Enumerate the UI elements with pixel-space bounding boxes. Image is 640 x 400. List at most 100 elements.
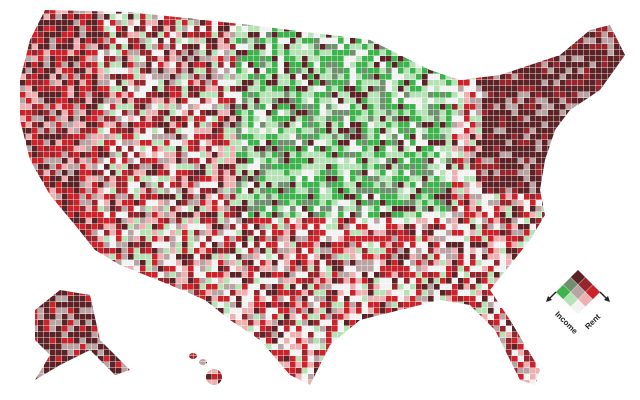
county [434, 164, 440, 170]
county [254, 50, 260, 56]
county [500, 68, 506, 74]
county [344, 134, 350, 140]
county [392, 122, 398, 128]
county [320, 110, 326, 116]
county [578, 212, 584, 218]
county [476, 32, 482, 38]
county [500, 242, 506, 248]
county [50, 140, 56, 146]
county [356, 254, 362, 260]
county [440, 170, 446, 176]
county [614, 152, 620, 158]
county [386, 86, 392, 92]
county [74, 254, 80, 260]
county [356, 290, 362, 296]
county [404, 74, 410, 80]
county [266, 182, 272, 188]
county [140, 10, 146, 14]
county [206, 230, 212, 236]
county [374, 182, 380, 188]
county [560, 116, 566, 122]
county [548, 278, 554, 284]
county [518, 290, 524, 296]
county [362, 158, 368, 164]
county [350, 44, 356, 50]
county [350, 140, 356, 146]
county [608, 284, 614, 290]
county [50, 260, 56, 266]
county [572, 146, 578, 152]
county [92, 56, 98, 62]
county [254, 188, 260, 194]
county [590, 236, 596, 242]
county [260, 248, 266, 254]
county [488, 278, 494, 284]
county [326, 10, 332, 14]
county [152, 44, 158, 50]
county [74, 170, 80, 176]
county [272, 218, 278, 224]
county [74, 278, 80, 284]
county [368, 290, 374, 296]
county [236, 248, 242, 254]
county [122, 158, 128, 164]
county [332, 146, 338, 152]
county [356, 224, 362, 230]
county [92, 266, 98, 272]
county [158, 14, 164, 20]
county [80, 38, 86, 44]
county [620, 236, 625, 242]
county [362, 44, 368, 50]
county [398, 170, 404, 176]
county [344, 128, 350, 134]
county [128, 296, 134, 302]
county [512, 266, 518, 272]
county [452, 200, 458, 206]
county [152, 10, 158, 14]
county [116, 14, 122, 20]
county [152, 224, 158, 230]
county [590, 86, 596, 92]
county [536, 266, 542, 272]
county [446, 68, 452, 74]
county [98, 260, 104, 266]
county [86, 50, 92, 56]
county [80, 140, 86, 146]
county [80, 248, 86, 254]
county [512, 146, 518, 152]
county [446, 158, 452, 164]
county [134, 200, 140, 206]
county [362, 38, 368, 44]
county [380, 272, 386, 278]
county [410, 68, 416, 74]
county [350, 266, 356, 272]
county [68, 74, 74, 80]
county [428, 26, 434, 32]
county [104, 266, 110, 272]
county [404, 188, 410, 194]
county [146, 38, 152, 44]
county [68, 44, 74, 50]
county [74, 188, 80, 194]
county [278, 104, 284, 110]
county [308, 290, 314, 296]
county [374, 20, 380, 26]
county [422, 236, 428, 242]
county [182, 80, 188, 86]
county [350, 218, 356, 224]
county [26, 104, 32, 110]
county [266, 140, 272, 146]
county [440, 260, 446, 266]
county [428, 110, 434, 116]
county [128, 176, 134, 182]
county [620, 134, 625, 140]
county [50, 20, 56, 26]
county [290, 290, 296, 296]
county [524, 50, 530, 56]
county [530, 128, 536, 134]
county [206, 158, 212, 164]
county [506, 206, 512, 212]
county [506, 188, 512, 194]
county [560, 146, 566, 152]
county [488, 14, 494, 20]
